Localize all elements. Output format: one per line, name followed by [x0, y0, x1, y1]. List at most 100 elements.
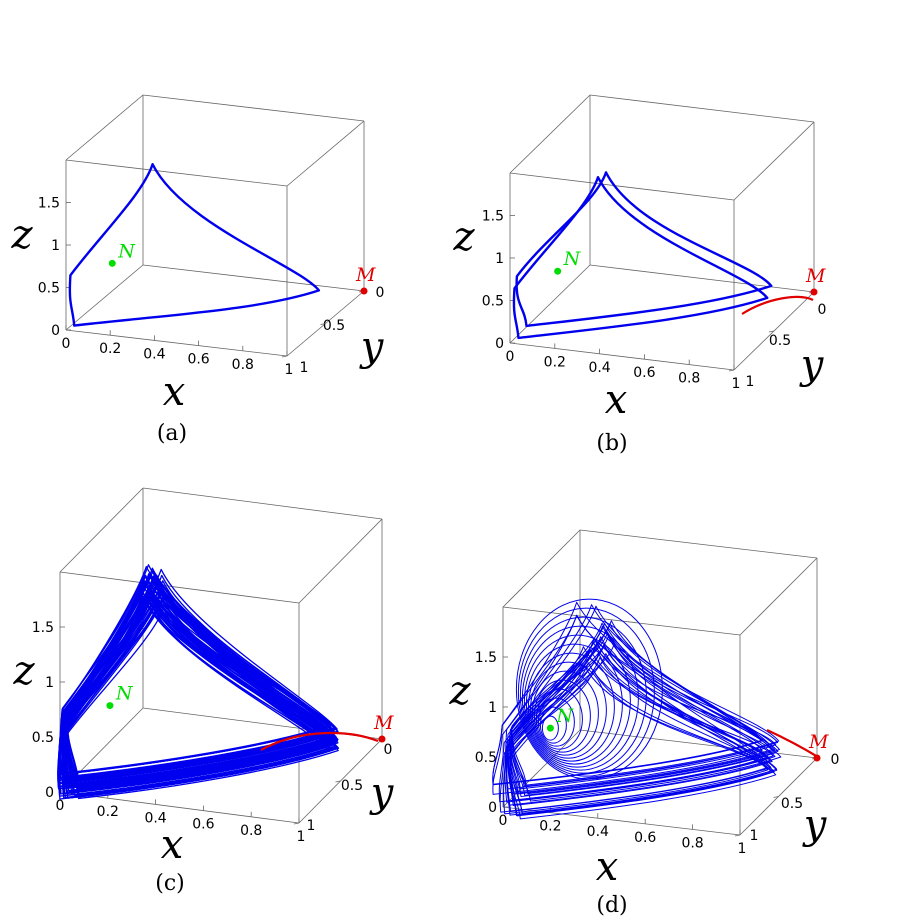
box-edge: [298, 518, 383, 604]
y-tick-label: 0: [376, 285, 385, 301]
point-label-M: M: [805, 265, 826, 287]
unstable-manifold-curve: [766, 729, 819, 758]
x-axis-label: x: [605, 377, 628, 423]
box-edge: [65, 329, 288, 357]
trajectory-path: [512, 643, 782, 802]
trajectory-path: [505, 641, 771, 806]
box-edge: [59, 487, 144, 573]
point-label-N: N: [115, 683, 134, 705]
box-edge: [733, 121, 815, 201]
point-M: [360, 287, 368, 295]
y-tick-label: 0.5: [769, 333, 791, 349]
y-axis-label: y: [369, 770, 395, 816]
trajectory-path: [511, 623, 780, 786]
z-axis-label: z: [448, 668, 471, 714]
box-edge: [502, 606, 741, 636]
box-edge: [59, 571, 300, 604]
trajectory-spiral: [515, 598, 663, 780]
box-edge: [509, 342, 735, 371]
panel-0: 0 0.2 0.4 0.6 0.8 1 0 0.5 1 1.5 0 0.5 1 x y z (a) M N: [10, 94, 385, 446]
point-M: [378, 735, 386, 743]
z-tick-label: 0.5: [482, 294, 504, 310]
y-tick-mark: [728, 369, 735, 372]
z-tick-label: 0: [488, 800, 497, 816]
z-tick-label: 0.5: [32, 730, 54, 746]
y-tick-label: 1: [300, 360, 309, 376]
box-edge: [589, 264, 815, 293]
y-tick-label: 0: [384, 742, 393, 758]
z-tick-label: 0: [51, 323, 60, 339]
point-M: [810, 288, 818, 296]
z-axis-label: z: [10, 212, 33, 258]
trajectory-spiral: [537, 697, 575, 747]
trajectory-spiral: [527, 652, 615, 762]
trajectory-spiral: [541, 715, 559, 741]
box-edge: [142, 487, 383, 520]
z-tick-label: 0.5: [475, 750, 497, 766]
point-label-M: M: [373, 712, 394, 734]
z-tick-label: 1: [488, 700, 497, 716]
z-tick-label: 0: [495, 336, 504, 352]
y-tick-label: 0.5: [341, 778, 363, 794]
x-tick-label: 0.2: [99, 341, 121, 357]
point-N: [554, 267, 562, 275]
y-tick-mark: [281, 355, 288, 358]
trajectory-spiral: [531, 670, 599, 756]
x-axis-label: x: [163, 369, 186, 415]
y-tick-mark: [293, 822, 300, 825]
box-edge: [502, 529, 581, 608]
x-axis-label: x: [161, 822, 184, 868]
y-tick-label: 1: [307, 818, 316, 834]
trajectory-spiral: [517, 607, 655, 777]
x-tick-label: 0: [506, 349, 515, 365]
trajectory-path: [63, 574, 335, 785]
trajectory-path: [64, 583, 336, 796]
x-tick-label: 0.2: [544, 354, 566, 370]
y-tick-mark: [768, 330, 775, 333]
x-tick-label: 0: [62, 336, 71, 352]
x-tick-label: 0: [499, 813, 508, 829]
y-axis-label: y: [359, 324, 385, 370]
z-tick-label: 1.5: [32, 620, 54, 636]
trajectory-path: [507, 652, 774, 801]
x-tick-label: 0.6: [187, 352, 209, 368]
trajectory-path: [492, 614, 763, 786]
box-edge: [589, 94, 815, 123]
trajectory-path: [515, 171, 773, 328]
unstable-manifold-curve: [260, 731, 379, 751]
point-label-M: M: [355, 264, 376, 286]
trajectory-path: [512, 176, 769, 340]
y-axis-label: y: [802, 802, 828, 848]
panel-caption: (d): [596, 893, 627, 918]
box-edge: [286, 120, 365, 187]
trajectory-path: [66, 580, 339, 789]
x-tick-label: 0.6: [192, 817, 214, 833]
y-tick-mark: [320, 323, 326, 325]
trajectory-path: [63, 592, 334, 793]
panel-caption: (b): [596, 431, 627, 456]
x-tick-label: 1: [738, 841, 747, 857]
point-M: [813, 754, 821, 762]
z-tick-label: 1.5: [38, 196, 60, 212]
z-tick-label: 1.5: [482, 209, 504, 225]
x-tick-label: 1: [732, 376, 741, 392]
z-tick-label: 0: [45, 785, 54, 801]
box-edge: [65, 94, 144, 161]
box-edge: [142, 264, 365, 292]
z-tick-label: 1: [495, 251, 504, 267]
z-tick-label: 0.5: [38, 281, 60, 297]
trajectory-path: [510, 629, 778, 815]
point-N: [108, 259, 116, 267]
x-tick-label: 0.8: [232, 357, 254, 373]
box-edge: [579, 529, 818, 559]
box-edge: [65, 159, 288, 187]
trajectory-path: [511, 636, 779, 796]
trajectory-path: [506, 605, 773, 795]
point-N: [106, 702, 114, 710]
x-tick-label: 0.6: [634, 830, 656, 846]
z-tick-label: 1.5: [475, 650, 497, 666]
trajectory-path: [59, 580, 331, 774]
trajectory: [512, 171, 773, 340]
unstable-manifold-curve: [741, 295, 814, 315]
